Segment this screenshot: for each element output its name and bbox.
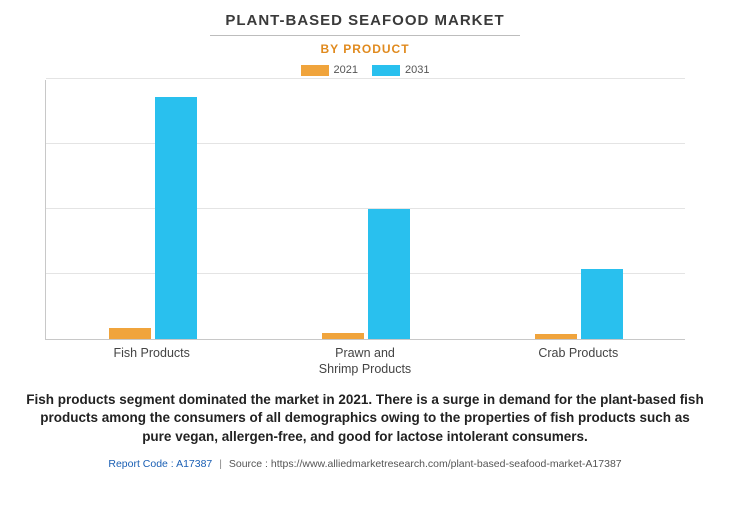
- chart-subtitle: BY PRODUCT: [0, 42, 730, 56]
- bar-group-fish: [46, 80, 259, 339]
- bar-groups: [46, 80, 685, 339]
- footer: Report Code : A17387 | Source : https://…: [0, 458, 730, 470]
- chart-title: PLANT-BASED SEAFOOD MARKET: [0, 0, 730, 35]
- xlabel-fish: Fish Products: [45, 346, 258, 377]
- xlabel-prawn: Prawn andShrimp Products: [258, 346, 471, 377]
- x-axis-labels: Fish Products Prawn andShrimp Products C…: [45, 346, 685, 377]
- legend-swatch-2021: [301, 65, 329, 76]
- legend-swatch-2031: [372, 65, 400, 76]
- chart-caption: Fish products segment dominated the mark…: [25, 391, 705, 446]
- legend-item-2031: 2031: [372, 64, 429, 76]
- gridline: [46, 78, 685, 79]
- legend-label-2031: 2031: [405, 64, 429, 76]
- bar-fish-2021: [109, 328, 151, 339]
- legend-item-2021: 2021: [301, 64, 358, 76]
- bar-crab-2031: [581, 269, 623, 339]
- bar-prawn-2021: [322, 333, 364, 340]
- legend-label-2021: 2021: [334, 64, 358, 76]
- bar-group-crab: [472, 80, 685, 339]
- bar-group-prawn: [259, 80, 472, 339]
- bar-fish-2031: [155, 97, 197, 339]
- bar-crab-2021: [535, 334, 577, 339]
- xlabel-crab: Crab Products: [472, 346, 685, 377]
- legend: 2021 2031: [0, 64, 730, 76]
- footer-separator: |: [219, 458, 222, 470]
- bar-prawn-2031: [368, 209, 410, 339]
- title-divider: [210, 35, 520, 36]
- source-url: Source : https://www.alliedmarketresearc…: [229, 458, 622, 470]
- report-code: Report Code : A17387: [108, 458, 212, 470]
- chart-plot-area: [45, 80, 685, 340]
